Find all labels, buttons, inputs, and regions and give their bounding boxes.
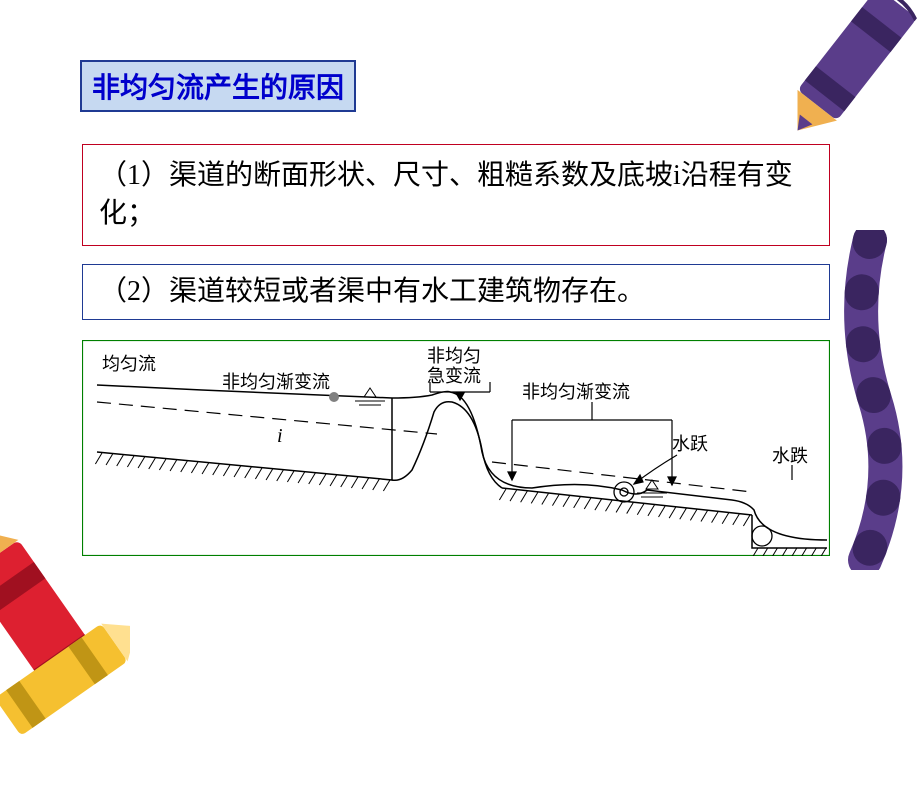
page-indicator-dot [329, 392, 339, 402]
label-gradual-1: 非均匀渐变流 [222, 372, 330, 392]
label-rapid-1: 非均匀 [427, 346, 481, 366]
reason-1: （1）渠道的断面形状、尺寸、粗糙系数及底坡i沿程有变化； [82, 144, 830, 246]
flow-diagram: 均匀流 非均匀渐变流 非均匀 急变流 非均匀渐变流 水跃 水跌 i [82, 340, 830, 556]
label-gradual-2: 非均匀渐变流 [522, 382, 630, 402]
label-uniform-flow: 均匀流 [102, 354, 156, 374]
crayon-yellow-bottom-left [0, 590, 130, 790]
reason-2: （2）渠道较短或者渠中有水工建筑物存在。 [82, 264, 830, 320]
label-hydraulic-jump: 水跃 [672, 434, 708, 454]
label-slope-i: i [277, 425, 283, 447]
label-rapid-2: 急变流 [427, 366, 481, 386]
crayon-purple-top-right [770, 0, 920, 160]
crayon-purple-right [840, 230, 920, 570]
section-title: 非均匀流产生的原因 [80, 60, 356, 112]
label-hydraulic-drop: 水跌 [772, 446, 808, 466]
